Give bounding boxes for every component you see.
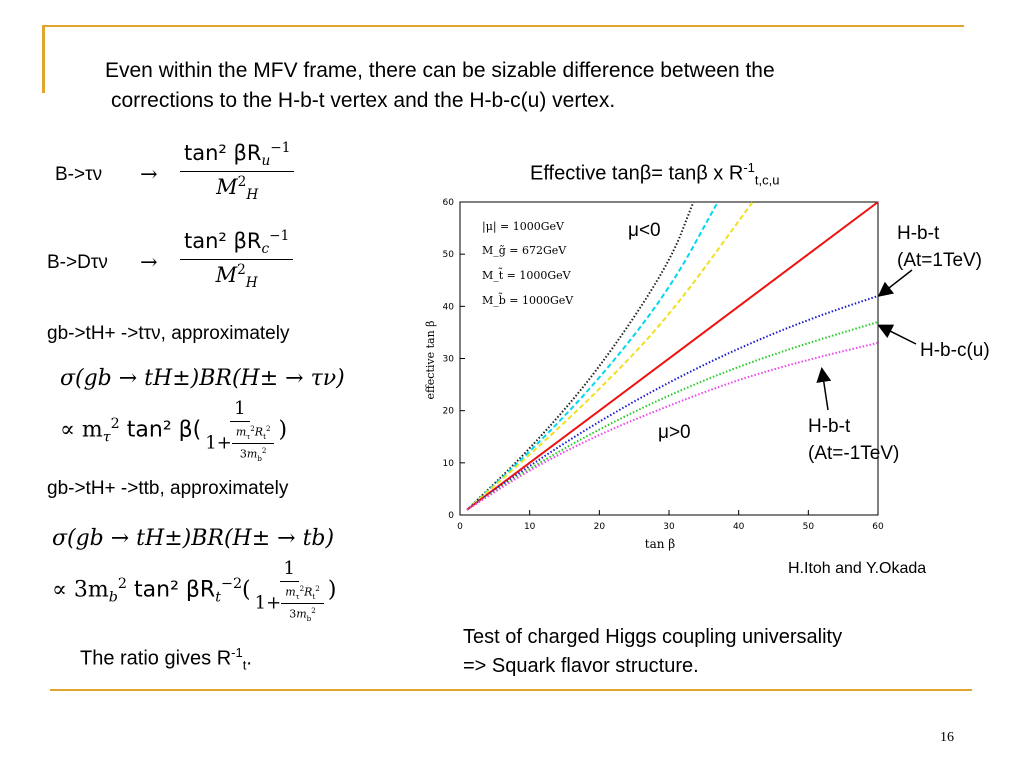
gb-ttb-label: gb->tH+ ->ttb, approximately bbox=[47, 478, 289, 499]
headline-line-2: corrections to the H-b-t vertex and the … bbox=[111, 89, 616, 112]
mu-negative-label: μ<0 bbox=[628, 220, 661, 241]
btaunu-den: M bbox=[216, 175, 238, 200]
y-tick-label: 20 bbox=[443, 407, 455, 417]
eq1-prefix: ∝ m bbox=[60, 417, 103, 443]
hbt-positive-line2: (At=1TeV) bbox=[897, 250, 983, 271]
y-tick-label: 40 bbox=[443, 302, 455, 312]
test-line-2: => Squark flavor structure. bbox=[463, 655, 699, 677]
arrow-2: → bbox=[140, 250, 158, 274]
x-tick-label: 10 bbox=[524, 522, 536, 532]
mu-positive-label: μ>0 bbox=[658, 422, 691, 443]
series-line-5 bbox=[466, 321, 879, 511]
x-tick-label: 50 bbox=[803, 522, 815, 532]
legend-mu: |μ| = 1000GeV bbox=[482, 220, 565, 234]
chart-title-sup: -1 bbox=[743, 160, 755, 175]
eq1-den: 1+ bbox=[205, 432, 232, 454]
bdtaunu-num-sup: −1 bbox=[269, 228, 290, 244]
x-tick-label: 60 bbox=[872, 522, 884, 532]
top-rule bbox=[42, 25, 964, 27]
chart-title: Effective tanβ= tanβ x R-1t,c,u bbox=[530, 160, 779, 188]
hbt-positive-line1: H-b-t bbox=[897, 223, 940, 244]
ratio-main: The ratio gives R bbox=[80, 647, 232, 670]
x-tick-label: 30 bbox=[663, 522, 675, 532]
series-line-1 bbox=[466, 201, 719, 511]
eq2-numerator: 1 bbox=[279, 558, 299, 582]
gb-taunu-label: gb->tH+ ->tτν, approximately bbox=[47, 323, 290, 344]
series-group bbox=[466, 201, 879, 511]
eq2-prefix: ∝ 3m bbox=[52, 577, 109, 603]
axis-ticks: 0 10 20 30 40 50 60 0 10 20 30 40 50 60 bbox=[443, 198, 884, 532]
ratio-end: . bbox=[246, 647, 252, 670]
eq1-line2: ∝ mτ2 tan² β( 1 1+ mτ2Rt2 3mb2 ) bbox=[60, 398, 288, 463]
series-line-6 bbox=[466, 341, 879, 511]
btaunu-num-sub: u bbox=[261, 153, 271, 170]
eq2-den: 1+ bbox=[254, 592, 282, 614]
bdtaunu-den-sup: 2 bbox=[237, 262, 246, 279]
test-note: Test of charged Higgs coupling universal… bbox=[463, 623, 842, 681]
bdtaunu-num: tan² βR bbox=[184, 229, 262, 253]
bdtaunu-formula: tan² βRc−1 M2H bbox=[180, 228, 294, 292]
bdtaunu-den: M bbox=[215, 263, 238, 288]
chart-title-sub: t,c,u bbox=[754, 172, 780, 188]
btaunu-den-sup: 2 bbox=[237, 174, 247, 191]
bottom-rule bbox=[50, 689, 972, 691]
legend-box: |μ| = 1000GeV M_g̃ = 672GeV M_t̃ = 1000G… bbox=[482, 220, 574, 307]
eq1-numerator: 1 bbox=[230, 398, 250, 422]
hbt-negative-line1: H-b-t bbox=[808, 416, 851, 437]
y-tick-label: 30 bbox=[443, 355, 455, 365]
btaunu-num-sup: −1 bbox=[270, 140, 291, 156]
legend-msbottom: M_b̃ = 1000GeV bbox=[482, 293, 574, 307]
x-axis-label: tan β bbox=[645, 537, 676, 551]
eq2-close: ) bbox=[327, 577, 337, 603]
arrow-1: → bbox=[140, 162, 158, 186]
x-tick-label: 0 bbox=[457, 522, 463, 532]
btaunu-den-sub: H bbox=[246, 187, 259, 204]
btaunu-num: tan² βR bbox=[184, 141, 262, 165]
page-number: 16 bbox=[940, 730, 954, 745]
hbt-negative-label: H-b-t (At=-1TeV) bbox=[808, 413, 899, 467]
eq2-line2: ∝ 3mb2 tan² βRt−2( 1 1+ mτ2Rt2 3mb2 ) bbox=[52, 558, 337, 623]
y-tick-label: 0 bbox=[448, 511, 454, 521]
ratio-text: The ratio gives R-1t. bbox=[80, 645, 252, 673]
series-line-4 bbox=[466, 294, 879, 511]
test-line-1: Test of charged Higgs coupling universal… bbox=[463, 626, 843, 648]
legend-mstop: M_t̃ = 1000GeV bbox=[482, 268, 572, 282]
series-line-2 bbox=[466, 201, 754, 511]
ratio-sub: t bbox=[242, 657, 247, 673]
bdtaunu-num-sub: c bbox=[261, 241, 270, 258]
eq1-mid: tan² β( bbox=[126, 417, 202, 443]
bdtaunu-den-sub: H bbox=[245, 275, 258, 292]
y-tick-label: 60 bbox=[443, 198, 455, 208]
eq1-line1: σ(gb → tH±)BR(H± → τν) bbox=[60, 366, 345, 391]
x-tick-label: 20 bbox=[594, 522, 606, 532]
eq2-mid: tan² βR bbox=[134, 577, 216, 603]
hbt-negative-line2: (At=-1TeV) bbox=[808, 443, 900, 464]
y-tick-label: 10 bbox=[443, 459, 455, 469]
series-line-3 bbox=[466, 201, 879, 511]
eq2-line1: σ(gb → tH±)BR(H± → tb) bbox=[52, 526, 335, 551]
eq1-close: ) bbox=[278, 417, 288, 443]
bdtaunu-label: B->Dτν bbox=[47, 252, 108, 273]
ratio-sup: -1 bbox=[231, 645, 243, 660]
slide-headline: Even within the MFV frame, there can be … bbox=[105, 56, 965, 116]
hbcu-label: H-b-c(u) bbox=[920, 340, 990, 361]
left-accent-rule bbox=[42, 25, 45, 93]
hbt-positive-label: H-b-t (At=1TeV) bbox=[897, 220, 982, 274]
y-axis-label: effective tan β bbox=[424, 320, 437, 399]
credit: H.Itoh and Y.Okada bbox=[788, 560, 927, 577]
x-tick-label: 40 bbox=[733, 522, 745, 532]
effective-tanbeta-chart: 0 10 20 30 40 50 60 0 10 20 30 40 50 60 |μ| = 1000GeV… bbox=[424, 198, 884, 551]
headline-line-1: Even within the MFV frame, there can be … bbox=[105, 59, 775, 82]
btaunu-formula: tan² βRu−1 M2H bbox=[180, 140, 295, 204]
chart-title-main: Effective tanβ= tanβ x R bbox=[530, 162, 744, 185]
y-tick-label: 50 bbox=[443, 250, 455, 260]
btaunu-label: B->τν bbox=[55, 164, 103, 185]
series-line-0 bbox=[466, 201, 695, 511]
legend-mgluino: M_g̃ = 672GeV bbox=[482, 244, 567, 257]
